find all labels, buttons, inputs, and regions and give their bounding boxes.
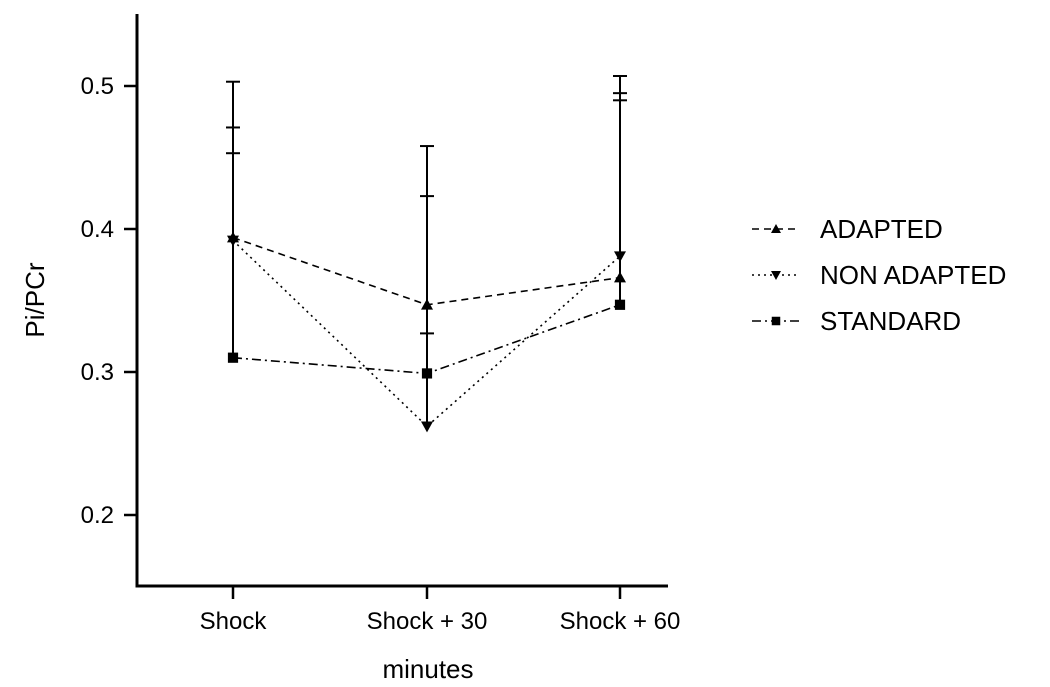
marker-triangle-up: [614, 271, 626, 283]
legend-item: ADAPTED: [752, 214, 943, 244]
marker-square: [771, 316, 781, 326]
legend-label: ADAPTED: [820, 214, 943, 244]
y-ticks: 0.2 0.3 0.4 0.5: [81, 73, 137, 529]
marker-triangle-up: [771, 224, 781, 233]
error-bars: [226, 74, 627, 427]
marker-triangle-down: [614, 251, 626, 263]
marker-triangle-down: [227, 235, 239, 247]
marker-triangle-down: [421, 421, 433, 433]
y-axis-title: Pi/PCr: [20, 262, 50, 337]
legend: ADAPTED NON ADAPTED STANDARD: [752, 214, 1006, 336]
x-axis-title: minutes: [382, 654, 473, 684]
marker-square: [421, 368, 433, 379]
legend-label: NON ADAPTED: [820, 260, 1006, 290]
y-tick-label: 0.3: [81, 359, 114, 386]
series-markers: [227, 231, 626, 433]
x-tick-label: Shock: [200, 608, 268, 635]
legend-item: NON ADAPTED: [752, 260, 1006, 290]
axes: [135, 14, 668, 588]
marker-square: [614, 299, 626, 310]
marker-triangle-down: [771, 271, 781, 280]
y-tick-label: 0.2: [81, 502, 114, 529]
marker-square: [227, 352, 239, 363]
marker-triangle-up: [421, 298, 433, 310]
legend-label: STANDARD: [820, 306, 961, 336]
legend-item: STANDARD: [752, 306, 961, 336]
y-tick-label: 0.4: [81, 216, 114, 243]
x-tick-label: Shock + 60: [560, 608, 681, 635]
x-ticks: Shock Shock + 30 Shock + 60: [200, 586, 681, 635]
y-tick-label: 0.5: [81, 73, 114, 100]
x-tick-label: Shock + 30: [367, 608, 488, 635]
